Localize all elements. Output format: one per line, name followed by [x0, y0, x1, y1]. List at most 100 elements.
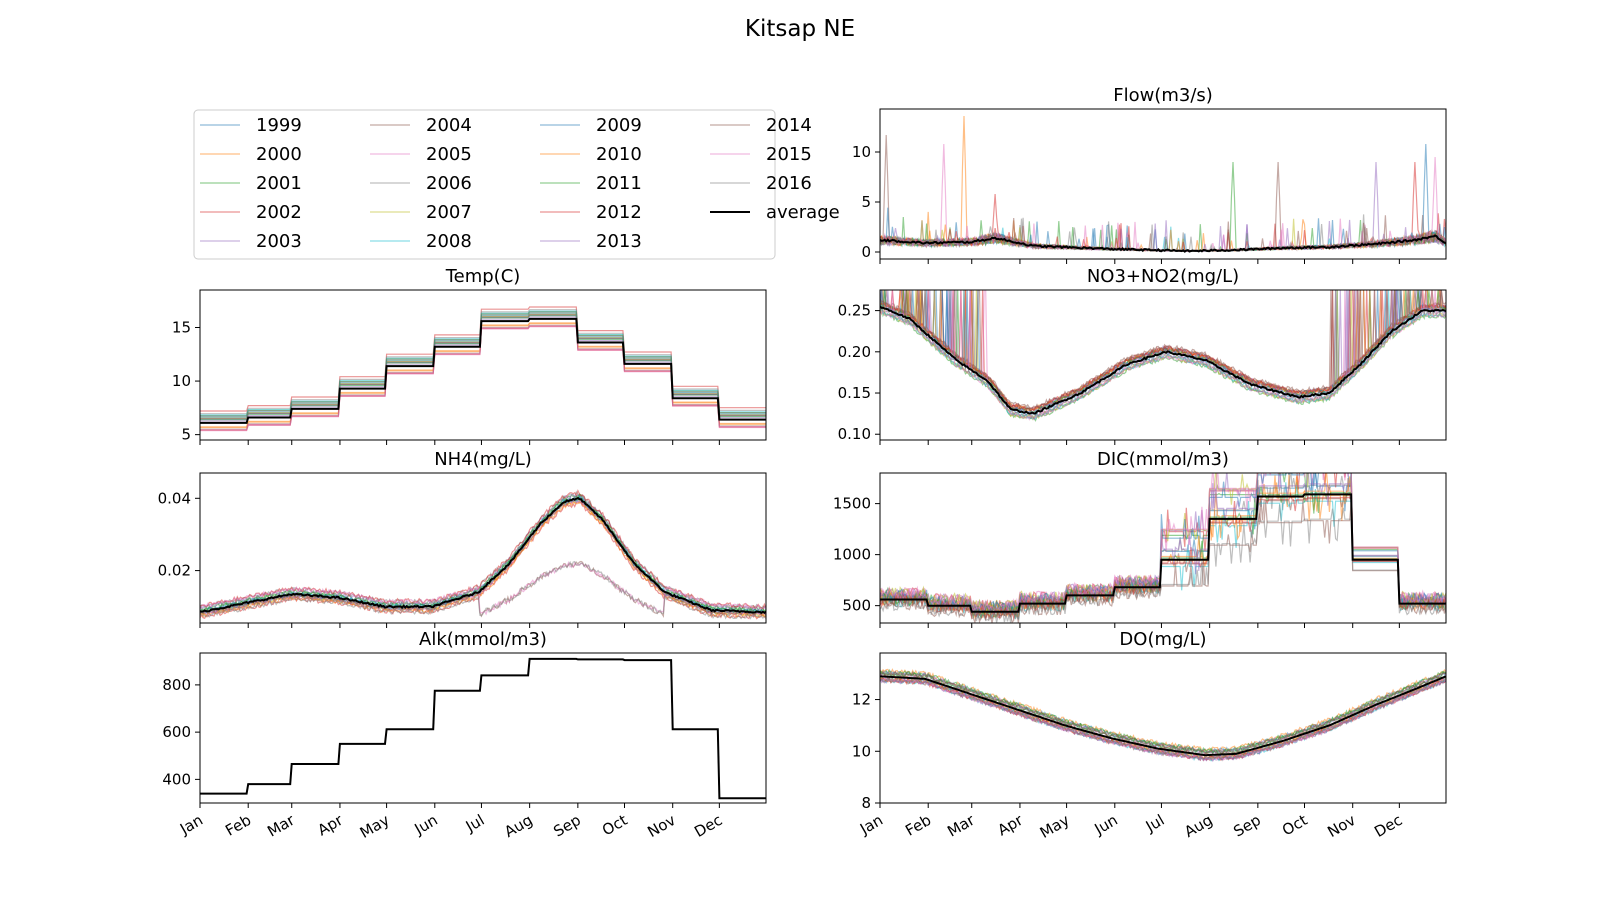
x-tick-label: Feb — [222, 811, 254, 840]
x-tick-label: Jul — [1142, 811, 1168, 836]
series-line-2008 — [200, 310, 766, 416]
suptitle: Kitsap NE — [745, 16, 855, 42]
average-line — [200, 317, 766, 424]
legend-label: 2009 — [596, 115, 642, 136]
legend-label: 2011 — [596, 173, 642, 194]
panel-nh4: NH4(mg/L) 0.02 0.04 — [158, 449, 767, 628]
axes-frame — [879, 472, 1447, 624]
legend-label: 2016 — [766, 173, 812, 194]
legend-label: 2001 — [256, 173, 302, 194]
series-line-2016 — [880, 676, 1446, 761]
y-tick-label: 10 — [852, 143, 871, 161]
axes-frame — [879, 652, 1447, 804]
y-tick-label: 0.10 — [838, 425, 871, 443]
legend-frame — [193, 109, 776, 260]
panel-title: Temp(C) — [445, 266, 521, 287]
legend-label: 2014 — [766, 115, 812, 136]
average-line — [880, 493, 1446, 613]
x-tick-label: Apr — [994, 810, 1026, 839]
series-line-2014 — [880, 670, 1446, 755]
series-group — [880, 668, 1446, 763]
x-tick-label: Aug — [501, 811, 535, 841]
average-line — [200, 496, 766, 615]
legend-label: 2015 — [766, 144, 812, 165]
panel-title: NO3+NO2(mg/L) — [1087, 266, 1239, 287]
axes-frame — [199, 472, 767, 624]
panel-do: DO(mg/L) 8 10 12 Jan Feb Mar Apr May Jun Jul Aug Sep… — [852, 629, 1447, 842]
y-tick-label: 8 — [861, 794, 871, 812]
series-line-2015 — [200, 560, 766, 616]
legend-label: 2002 — [256, 202, 302, 223]
x-tick-label: Jan — [856, 811, 886, 839]
x-tick-label: Aug — [1181, 811, 1215, 841]
series-group — [200, 657, 766, 800]
y-tick-label: 600 — [162, 723, 191, 741]
legend-label: 2012 — [596, 202, 642, 223]
y-tick-label: 0 — [861, 243, 871, 261]
y-tick-label: 800 — [162, 676, 191, 694]
y-tick-label: 0.25 — [838, 302, 871, 320]
x-tick-label: Nov — [1324, 811, 1358, 841]
average-line — [880, 305, 1446, 415]
legend-label: 2005 — [426, 144, 472, 165]
legend-label: 2004 — [426, 115, 472, 136]
panel-title: Flow(m3/s) — [1113, 85, 1213, 106]
panel-title: Alk(mmol/m3) — [419, 629, 547, 650]
x-tick-label: May — [357, 811, 393, 842]
legend-label: 1999 — [256, 115, 302, 136]
series-group — [200, 489, 766, 620]
panel-flow: Flow(m3/s) 0 5 10 — [852, 85, 1447, 264]
axes-frame — [199, 289, 767, 441]
legend-label: average — [766, 202, 840, 223]
series-group — [880, 290, 1446, 422]
y-tick-label: 10 — [172, 372, 191, 390]
x-tick-label: Nov — [644, 811, 678, 841]
series-group — [880, 473, 1446, 623]
series-group — [200, 306, 766, 432]
panel-title: DIC(mmol/m3) — [1097, 449, 1229, 470]
x-tick-label: May — [1037, 811, 1073, 842]
y-tick-label: 500 — [842, 597, 871, 615]
panel-title: DO(mg/L) — [1119, 629, 1206, 650]
x-tick-label: Oct — [1279, 811, 1311, 840]
series-line-2016 — [880, 290, 1446, 421]
average-line — [880, 675, 1446, 757]
series-line-2009 — [880, 473, 1446, 615]
series-line-2016 — [200, 560, 766, 620]
x-tick-label: Apr — [314, 810, 346, 839]
panel-temp: Temp(C) 5 10 15 — [172, 266, 767, 445]
x-tick-label: Dec — [1371, 811, 1405, 841]
legend-label: 2006 — [426, 173, 472, 194]
series-line-2015 — [880, 156, 1446, 253]
series-line-1999 — [880, 473, 1446, 617]
x-tick-label: Jun — [411, 811, 441, 839]
legend-label: 2007 — [426, 202, 472, 223]
y-tick-label: 15 — [172, 319, 191, 337]
x-tick-label: Mar — [264, 810, 298, 840]
legend-label: 2010 — [596, 144, 642, 165]
average-line — [200, 657, 766, 800]
series-line-1999 — [200, 314, 766, 420]
panel-dic: DIC(mmol/m3) 500 1000 1500 — [833, 449, 1447, 628]
axes-frame — [199, 652, 767, 804]
x-tick-label: Mar — [944, 810, 978, 840]
y-tick-label: 0.04 — [158, 489, 191, 507]
x-tick-label: Dec — [691, 811, 725, 841]
y-tick-label: 400 — [162, 770, 191, 788]
x-tick-label: Feb — [902, 811, 934, 840]
y-tick-label: 10 — [852, 742, 871, 760]
x-tick-label: Jun — [1091, 811, 1121, 839]
x-tick-label: Jul — [462, 811, 488, 836]
series-line-2015 — [880, 473, 1446, 612]
panel-title: NH4(mg/L) — [434, 449, 532, 470]
panel-alk: Alk(mmol/m3) 400 600 800 Jan Feb Mar Apr May Jun J… — [162, 629, 767, 842]
y-tick-label: 5 — [181, 426, 191, 444]
legend: 1999 2000 2001 2002 2003 2004 2005 2006 2007 2008… — [193, 109, 840, 260]
series-line-2012 — [200, 489, 766, 610]
legend-label: 2000 — [256, 144, 302, 165]
panel-no3: NO3+NO2(mg/L) 0.10 0.15 0.20 0.25 — [838, 266, 1447, 445]
x-tick-label: Oct — [599, 811, 631, 840]
series-line-2006 — [880, 473, 1446, 618]
y-tick-label: 1000 — [833, 546, 871, 564]
